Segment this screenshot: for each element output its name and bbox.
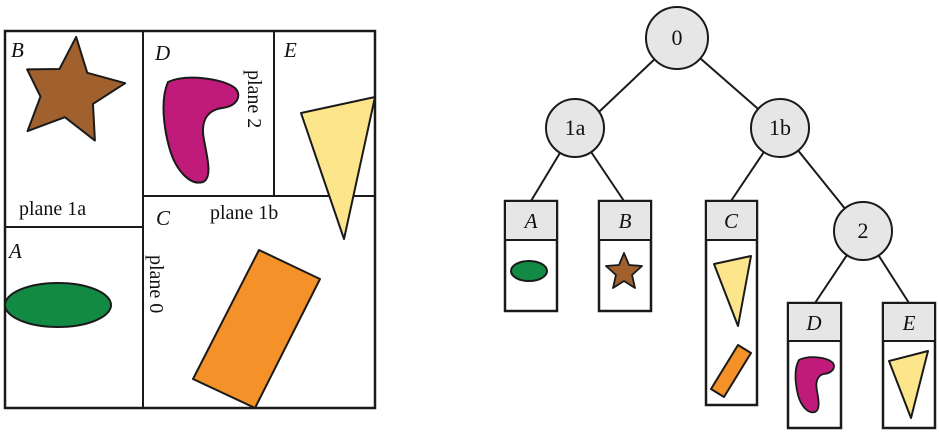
leaf-d-header <box>787 302 842 342</box>
node-2-label: 2 <box>858 218 869 243</box>
triangle-shape <box>300 96 376 240</box>
node-0-label: 0 <box>672 25 683 50</box>
region-label-e: E <box>283 38 297 62</box>
region-label-a: A <box>7 239 22 263</box>
node-1b <box>750 98 810 158</box>
node-0 <box>645 6 709 70</box>
node-1b-label: 1b <box>769 115 791 140</box>
star-shape <box>26 35 127 142</box>
leaf-e-header <box>882 302 936 342</box>
leaf-e: E <box>881 301 937 430</box>
leaf-d: D <box>786 301 843 430</box>
plane-label-0: plane 0 <box>145 255 167 313</box>
boomerang-shape <box>162 76 240 184</box>
bsp-tree: 0 1a 1b 2 A B C <box>503 6 937 430</box>
leaf-c-triangle <box>713 255 752 327</box>
plane-label-1a: plane 1a <box>19 198 86 220</box>
leaf-e-triangle <box>888 350 929 419</box>
plane-label-2: plane 2 <box>243 70 265 128</box>
region-label-d: D <box>154 41 170 65</box>
leaf-a-label: A <box>523 209 538 233</box>
node-1a <box>545 98 605 158</box>
leaf-a-ellipse <box>510 260 548 282</box>
leaf-b: B <box>597 199 653 313</box>
leaf-d-label: D <box>805 311 821 335</box>
outer-frame <box>3 29 377 410</box>
leaf-c: C <box>704 199 759 407</box>
leaf-c-header <box>705 200 758 241</box>
leaf-c-rectangle <box>710 344 752 398</box>
leaf-d-boomerang <box>794 356 835 414</box>
leaf-b-star <box>605 252 643 289</box>
region-label-c: C <box>156 206 171 230</box>
leaf-b-label: B <box>619 209 632 233</box>
leaf-c-label: C <box>724 209 739 233</box>
leaf-a-header <box>504 200 558 241</box>
region-label-b: B <box>11 38 24 62</box>
partition-panel: B D E A C plane 1a plane 1b plane 2 plan… <box>3 29 377 410</box>
leaf-e-label: E <box>902 311 916 335</box>
leaf-a: A <box>503 199 559 313</box>
ellipse-shape <box>4 282 112 328</box>
node-2 <box>833 201 893 261</box>
plane-label-1b: plane 1b <box>210 202 278 224</box>
node-1a-label: 1a <box>565 115 586 140</box>
rectangle-shape <box>192 249 321 409</box>
leaf-b-header <box>598 200 652 241</box>
